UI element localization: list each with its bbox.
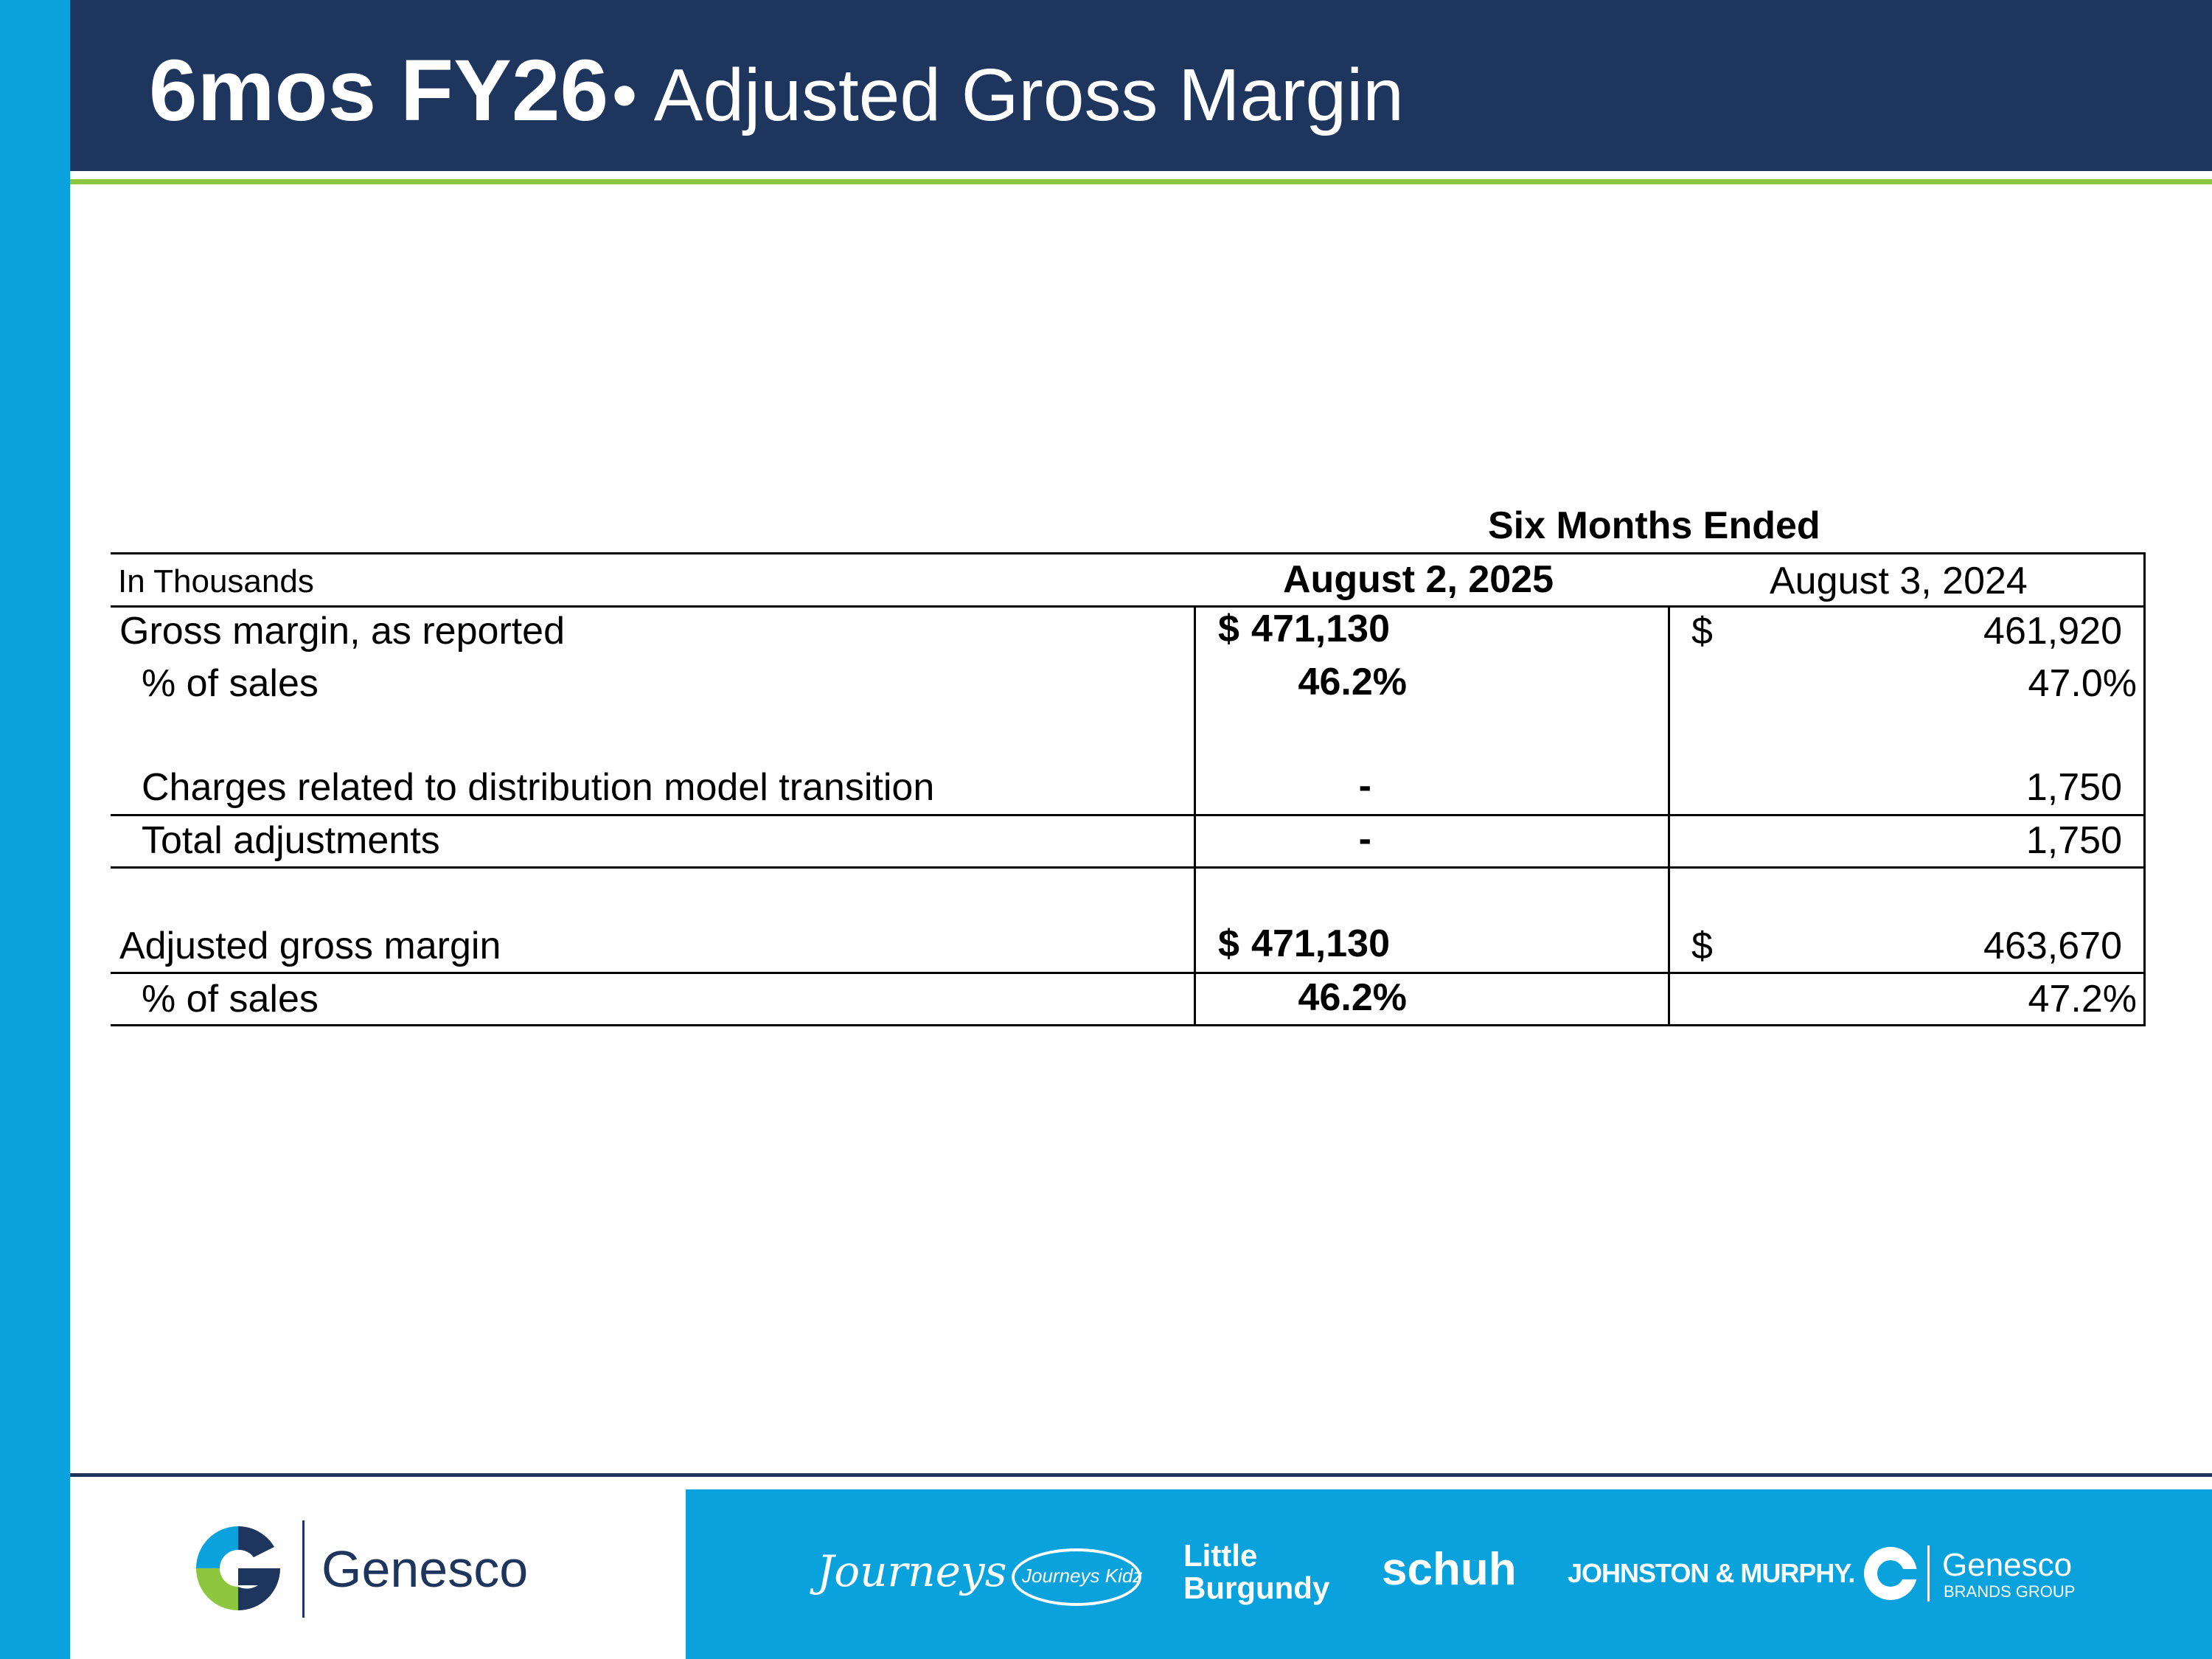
col1-charges: - [1358,765,1371,807]
header-divider [70,179,2212,184]
left-accent-bar [0,0,70,1659]
gross-margin-table: Six Months Ended In Thousands August 2, … [111,503,2146,1034]
page-title-rest: • Adjusted Gross Margin [611,54,1404,136]
header-rule [111,605,2146,608]
col2-header: August 3, 2024 [1770,560,2028,602]
col2-left-rule [1668,605,1670,1026]
col2-total-adjustments: 1,750 [2025,819,2122,862]
period-header: Six Months Ended [1488,504,1820,547]
journeys-kidz-text: Journeys Kidz [1022,1565,1143,1587]
page-title: 6mos FY26 • Adjusted Gross Margin [149,41,1404,141]
row-label-pct-sales-adjusted: % of sales [142,978,319,1020]
genesco-logo-text: Genesco [321,1540,529,1598]
col1-header: August 2, 2025 [1283,558,1554,601]
col2-currency: $ [1691,610,1713,653]
col2-pct-sales: 47.0% [2028,662,2137,705]
charges-rule [111,814,2146,816]
logo-divider [302,1520,305,1618]
genesco-brands-text: Genesco [1942,1547,2073,1583]
row-label-charges: Charges related to distribution model tr… [142,766,935,809]
row-label-gross-margin: Gross margin, as reported [119,610,566,653]
row-label-total-adjustments: Total adjustments [142,819,440,862]
col1-currency-adjusted: $ [1218,922,1239,965]
johnston-murphy-logo: JOHNSTON & MURPHY. [1568,1558,1855,1588]
col1-left-rule [1194,605,1196,1026]
col2-charges: 1,750 [2025,766,2122,809]
col1-currency: $ [1218,608,1239,650]
little-burgundy-line2: Burgundy [1183,1571,1330,1605]
col2-pct-sales-adjusted: 47.2% [2028,978,2137,1020]
genesco-g-icon [196,1526,280,1610]
col2-adjusted-gross-margin: 463,670 [1983,925,2122,967]
footer-divider [70,1473,2212,1477]
little-burgundy-line1: Little [1183,1538,1258,1573]
col1-pct-sales: 46.2% [1298,661,1407,703]
page-title-bold: 6mos FY26 [149,42,609,139]
table-right-rule [2143,552,2146,1026]
row-label-adjusted-gross-margin: Adjusted gross margin [119,925,501,967]
genesco-brands-icon [1864,1547,1917,1600]
brands-band [686,1489,2212,1659]
col1-gross-margin: 471,130 [1251,608,1390,650]
genesco-brands-sub: BRANDS GROUP [1944,1582,2076,1601]
schuh-logo: schuh [1382,1544,1517,1595]
col1-adjusted-gross-margin: 471,130 [1251,922,1390,965]
total-adjustments-rule [111,866,2146,869]
col2-gross-margin: 461,920 [1983,610,2122,653]
genesco-logo [190,1520,286,1616]
adjusted-rule [111,972,2146,974]
col2-currency-adjusted: $ [1691,925,1713,967]
genesco-brands-divider [1927,1545,1930,1601]
row-label-pct-sales: % of sales [142,662,319,705]
journeys-kidz-logo: Journeys Kidz [1012,1548,1143,1606]
table-top-rule [111,552,2146,554]
col1-total-adjustments: - [1358,818,1371,860]
journeys-logo: Journeys [817,1546,1007,1596]
table-bottom-rule [111,1024,2146,1026]
col1-pct-sales-adjusted: 46.2% [1298,976,1407,1019]
units-label: In Thousands [118,563,314,599]
header-bar [70,0,2212,171]
